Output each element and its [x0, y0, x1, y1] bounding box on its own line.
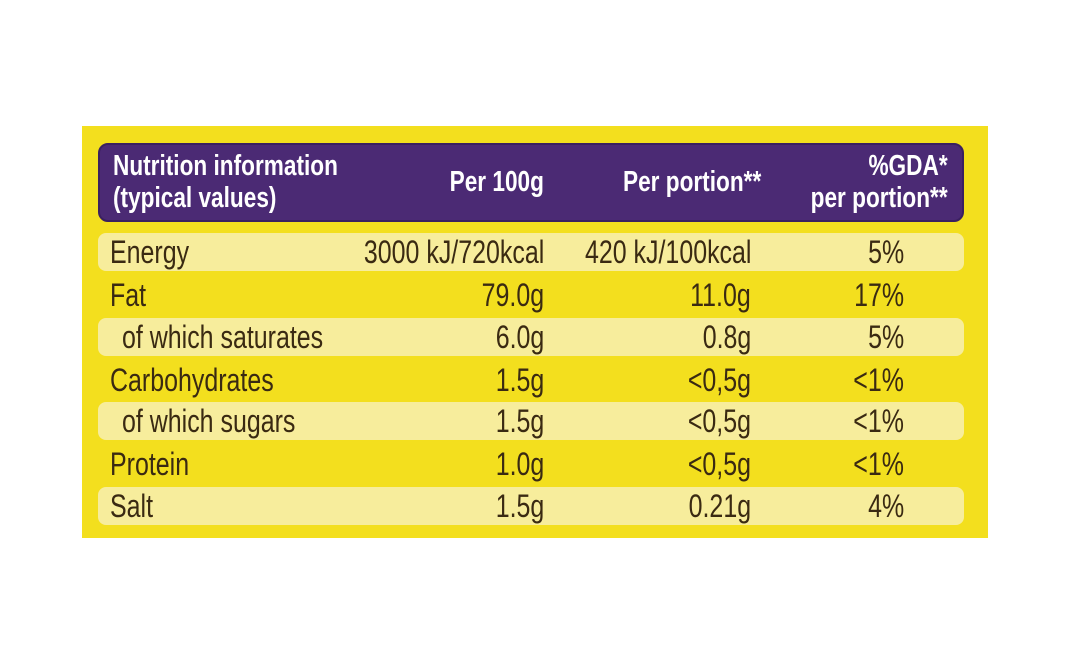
- row-gda: <1%: [853, 446, 904, 482]
- row-per-100g: 6.0g: [495, 319, 544, 355]
- row-per-portion: <0,5g: [687, 362, 751, 398]
- row-per-100g: 1.0g: [495, 446, 544, 482]
- row-label: Salt: [110, 488, 154, 524]
- table-header: [98, 143, 964, 222]
- row-per-100g: 1.5g: [495, 403, 544, 439]
- row-label: Protein: [110, 446, 190, 482]
- header-col4-line1: %GDA*: [868, 150, 948, 182]
- table-row: [98, 402, 964, 440]
- header-nutrition-information: Nutrition information (typical values): [113, 150, 338, 214]
- row-per-100g: 79.0g: [481, 277, 544, 313]
- row-per-100g: 3000 kJ/720kcal: [363, 234, 544, 270]
- row-label: of which saturates: [122, 319, 324, 355]
- row-label: Fat: [110, 277, 147, 313]
- row-label: of which sugars: [122, 403, 296, 439]
- row-per-portion: 420 kJ/100kcal: [584, 234, 751, 270]
- header-per-portion: Per portion**: [622, 166, 761, 198]
- row-gda: 4%: [867, 488, 904, 524]
- row-per-portion: <0,5g: [687, 446, 751, 482]
- table-row: [98, 318, 964, 356]
- table-row: [98, 233, 964, 271]
- row-gda: <1%: [853, 403, 904, 439]
- header-col1-line2: (typical values): [113, 182, 277, 214]
- row-per-portion: 0.21g: [688, 488, 751, 524]
- row-gda: 17%: [854, 277, 904, 313]
- row-per-100g: 1.5g: [495, 362, 544, 398]
- row-per-portion: 0.8g: [702, 319, 751, 355]
- row-label: Carbohydrates: [110, 362, 274, 398]
- row-gda: 5%: [867, 319, 904, 355]
- row-gda: <1%: [853, 362, 904, 398]
- row-per-100g: 1.5g: [495, 488, 544, 524]
- row-label: Energy: [110, 234, 190, 270]
- header-col4-line2: per portion**: [811, 182, 948, 214]
- header-per-100g: Per 100g: [449, 166, 544, 198]
- row-per-portion: 11.0g: [690, 277, 751, 313]
- row-per-portion: <0,5g: [687, 403, 751, 439]
- header-gda: %GDA* per portion**: [811, 150, 948, 214]
- header-col1-line1: Nutrition information: [113, 150, 338, 182]
- table-row: [98, 487, 964, 525]
- row-gda: 5%: [867, 234, 904, 270]
